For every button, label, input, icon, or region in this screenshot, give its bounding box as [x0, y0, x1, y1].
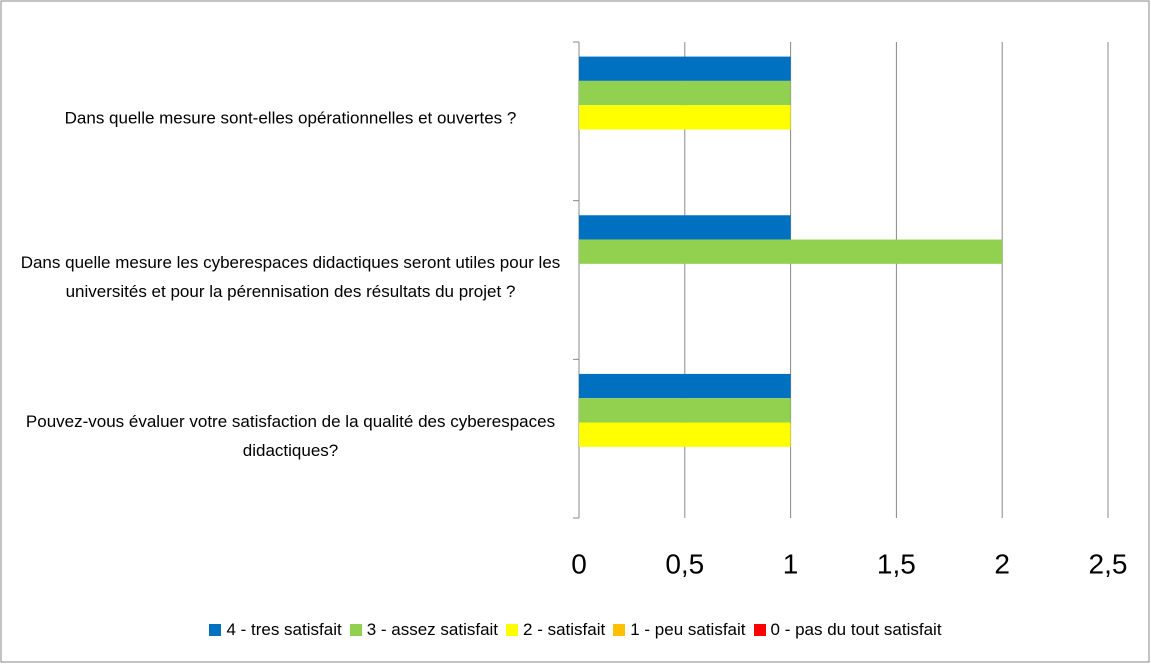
x-tick-label: 2 — [994, 548, 1010, 579]
x-tick-label: 1 — [783, 548, 799, 579]
bar — [579, 56, 791, 81]
bar — [579, 422, 791, 447]
legend-item: 4 - tres satisfait — [209, 620, 342, 640]
legend-swatch — [209, 624, 222, 636]
category-label: Dans quelle mesure sont-elles opérationn… — [64, 108, 517, 128]
legend-item: 2 - satisfait — [506, 620, 605, 640]
legend-label: 2 - satisfait — [523, 620, 606, 639]
bar — [579, 398, 791, 423]
bar — [579, 80, 791, 106]
bar — [579, 215, 791, 240]
legend-item: 1 - peu satisfait — [613, 620, 746, 640]
legend-swatch — [613, 624, 626, 636]
legend-swatch — [753, 624, 766, 636]
category-label: Pouvez-vous évaluer votre satisfaction d… — [25, 411, 556, 460]
legend-label: 3 - assez satisfait — [366, 620, 499, 639]
bar — [579, 239, 1003, 264]
legend-swatch — [506, 624, 519, 636]
legend-swatch — [349, 624, 362, 636]
bar — [579, 105, 791, 130]
legend: 4 - tres satisfait 3 - assez satisfait 2 -… — [0, 620, 1151, 640]
legend-label: 4 - tres satisfait — [226, 620, 342, 639]
legend-item: 3 - assez satisfait — [349, 620, 499, 640]
x-tick-label: 1,5 — [877, 548, 916, 579]
legend-label: 0 - pas du tout satisfait — [770, 620, 942, 639]
bar — [579, 373, 791, 399]
legend-label: 1 - peu satisfait — [630, 620, 746, 639]
category-label: Dans quelle mesure les cyberespaces dida… — [20, 253, 561, 301]
x-tick-label: 2,5 — [1089, 548, 1128, 579]
legend-item: 0 - pas du tout satisfait — [753, 620, 942, 640]
x-tick-label: 0 — [571, 548, 587, 579]
x-tick-label: 0,5 — [665, 548, 704, 579]
